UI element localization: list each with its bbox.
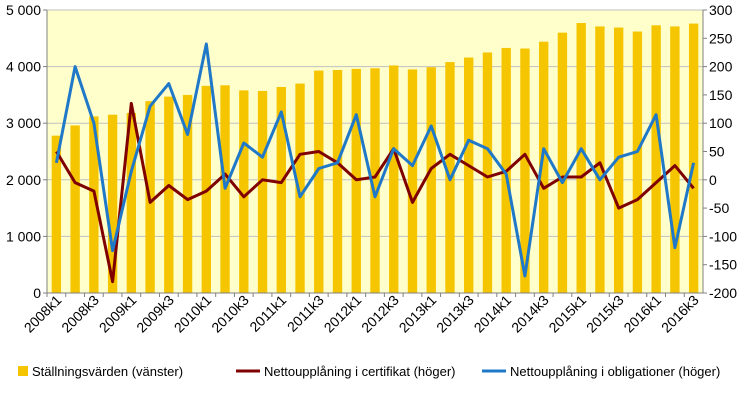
- right-axis-tick-label: 200: [709, 59, 733, 75]
- x-axis-tick-label: 2014k1: [471, 292, 515, 336]
- bar: [370, 68, 380, 293]
- bar: [557, 32, 568, 293]
- legend-label: Ställningsvärden (vänster): [32, 364, 183, 379]
- x-axis-tick-label: 2010k3: [208, 292, 252, 336]
- bar: [407, 69, 418, 294]
- legend-swatch-bar: [18, 366, 28, 376]
- bar: [239, 90, 249, 293]
- left-axis-tick-label: 5 000: [6, 2, 41, 18]
- left-axis-tick-label: 0: [33, 285, 41, 301]
- x-axis-tick-label: 2013k1: [396, 292, 440, 336]
- legend-label: Nettoupplåning i obligationer (höger): [510, 364, 720, 379]
- bar: [89, 116, 99, 294]
- bar: [670, 26, 680, 293]
- right-axis-tick-label: 300: [709, 2, 733, 18]
- bar: [126, 113, 137, 294]
- x-axis-tick-label: 2011k3: [284, 292, 327, 335]
- bar: [464, 57, 474, 293]
- bar: [70, 125, 80, 294]
- bar: [314, 70, 324, 293]
- right-axis-tick-label: -100: [709, 228, 737, 244]
- bar: [51, 135, 62, 293]
- bar: [389, 65, 399, 293]
- right-axis-tick-label: -200: [709, 285, 737, 301]
- bar: [276, 86, 286, 293]
- x-axis-tick-label: 2010k1: [171, 292, 215, 336]
- line-series: [54, 42, 696, 284]
- bar: [257, 90, 268, 293]
- left-axis-tick-label: 1 000: [6, 228, 41, 244]
- bar: [332, 69, 343, 293]
- bar: [651, 25, 661, 293]
- right-axis-tick-label: 50: [709, 144, 725, 160]
- right-axis-tick-label: -150: [709, 257, 737, 273]
- x-axis-tick-label: 2009k1: [96, 292, 140, 336]
- right-axis-tick-label: 250: [709, 30, 733, 46]
- bar: [426, 67, 436, 293]
- line-series-path: [55, 101, 695, 284]
- bar: [164, 96, 174, 294]
- legend-label: Nettoupplåning i certifikat (höger): [264, 364, 456, 379]
- left-axis-tick-label: 2 000: [6, 172, 41, 188]
- x-axis-tick-label: 2016k1: [620, 292, 664, 336]
- x-axis-tick-label: 2011k1: [246, 292, 289, 335]
- bar: [520, 48, 530, 293]
- right-axis-tick-label: -50: [709, 200, 729, 216]
- bar: [182, 94, 193, 294]
- bar: [613, 27, 624, 294]
- x-axis-tick-label: 2012k1: [321, 292, 365, 336]
- legend: Ställningsvärden (vänster) Nettoupplåning…: [18, 364, 720, 379]
- bar: [482, 52, 493, 294]
- bar: [295, 83, 305, 293]
- left-axis-tick-label: 4 000: [6, 59, 41, 75]
- x-axis-tick-label: 2012k3: [358, 292, 402, 336]
- right-axis-tick-label: 0: [709, 172, 717, 188]
- bar: [107, 114, 118, 294]
- x-axis-tick-label: 2009k3: [133, 292, 177, 336]
- x-axis-tick-label: 2015k3: [583, 292, 627, 336]
- bar: [595, 26, 605, 293]
- x-axis-tick-label: 2008k3: [58, 292, 102, 336]
- bar: [576, 23, 586, 293]
- bar: [688, 23, 699, 294]
- bar: [632, 31, 643, 294]
- x-axis-tick-label: 2015k1: [545, 292, 589, 336]
- x-axis-tick-label: 2013k3: [433, 292, 477, 336]
- bar: [539, 41, 549, 293]
- left-axis-tick-label: 3 000: [6, 115, 41, 131]
- x-axis-tick-label: 2008k1: [21, 292, 65, 336]
- x-axis-tick-label: 2016k3: [658, 292, 702, 336]
- right-axis-tick-label: 150: [709, 87, 733, 103]
- line-series-path: [54, 42, 696, 278]
- x-axis-tick-label: 2014k3: [508, 292, 552, 336]
- right-axis-tick-label: 100: [709, 115, 733, 131]
